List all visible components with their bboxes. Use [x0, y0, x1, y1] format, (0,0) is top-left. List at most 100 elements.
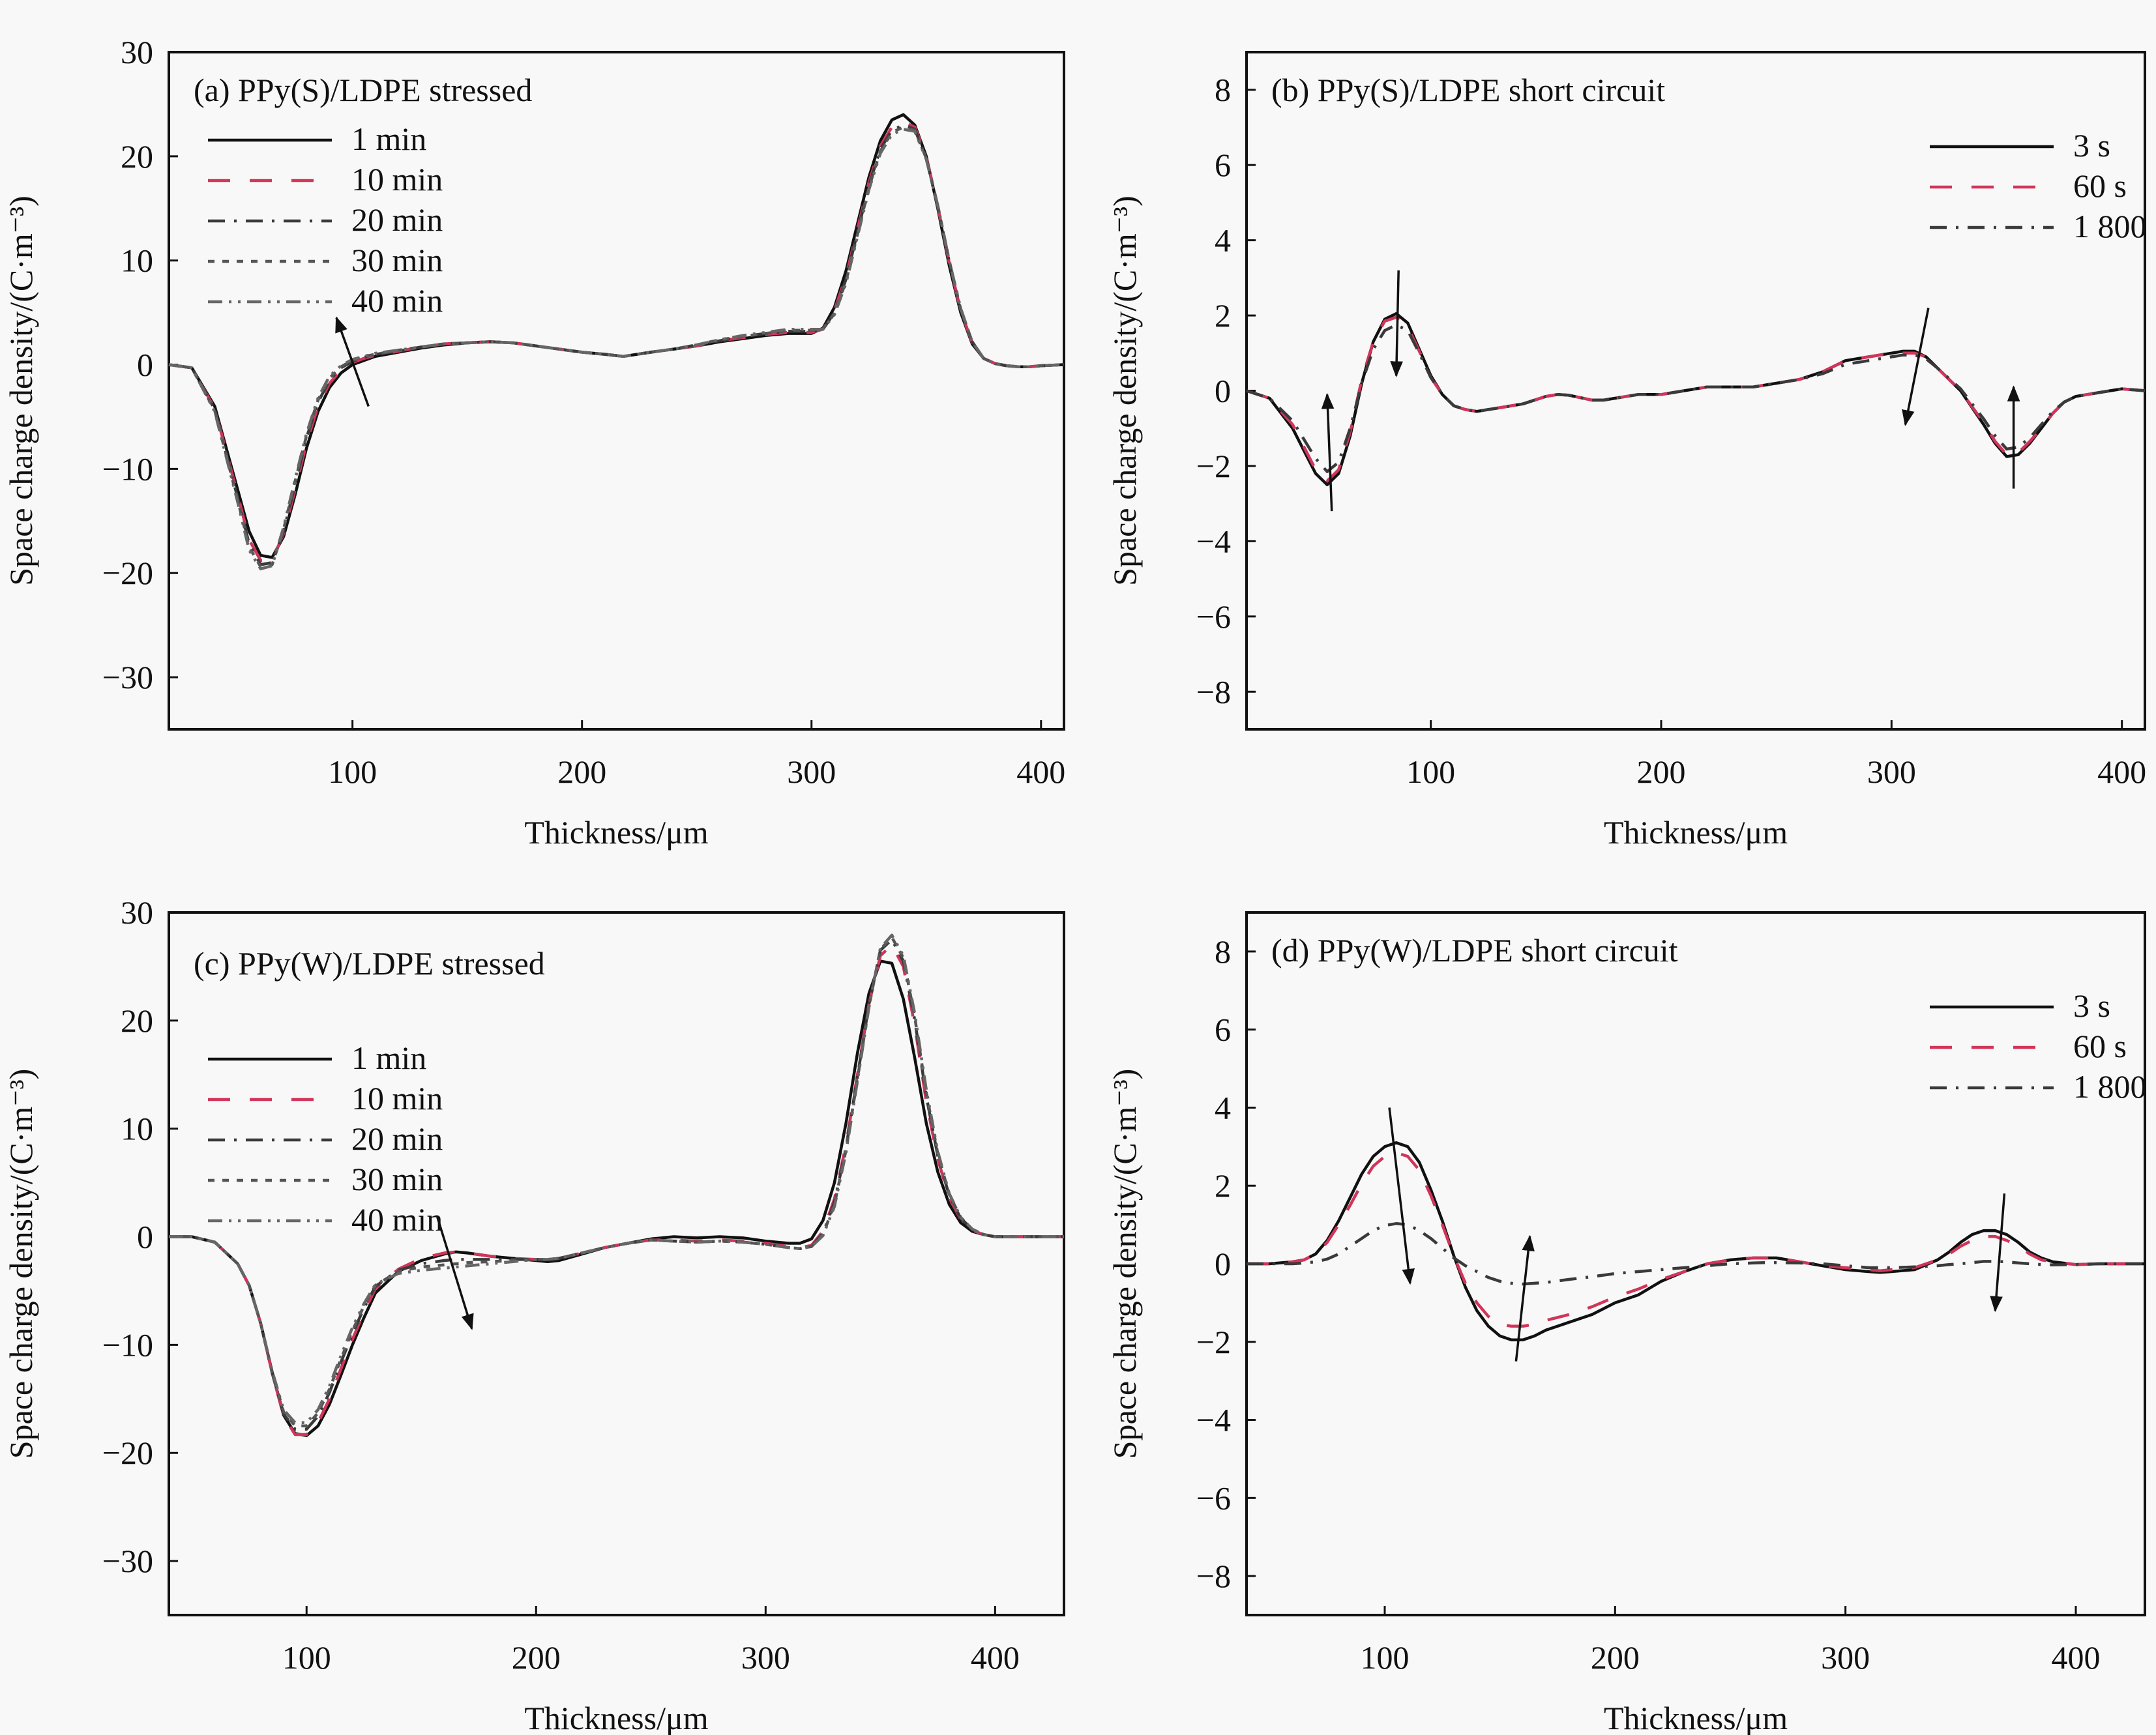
plot-frame — [168, 51, 1065, 731]
series-line-20-min — [168, 123, 1065, 566]
legend-label: 60 s — [2073, 1028, 2127, 1064]
x-tick-label: 400 — [2097, 753, 2146, 790]
series-line-40-min — [168, 128, 1065, 571]
legend-label: 20 min — [351, 1120, 443, 1157]
y-tick-label: 20 — [121, 1002, 153, 1039]
y-tick-label: 8 — [1215, 72, 1231, 108]
series-line-3-s — [1246, 312, 2146, 487]
trend-arrow-icon — [1902, 308, 1930, 426]
y-tick-label: 2 — [1215, 297, 1231, 334]
legend-label: 3 s — [2073, 987, 2110, 1024]
y-axis-title: Space charge density/(C·m⁻³) — [3, 196, 39, 586]
series-line-1-800-s — [1247, 1222, 2145, 1286]
series-line-60-s — [1247, 1151, 2145, 1328]
y-tick-label: −30 — [102, 1543, 153, 1579]
y-axis-title: Space charge density/(C·m⁻³) — [1106, 1069, 1143, 1459]
trend-arrow-icon — [1390, 270, 1403, 377]
legend-label: 40 min — [351, 1201, 443, 1238]
panel-title: (d) PPy(W)/LDPE short circuit — [1271, 932, 1678, 969]
y-tick-label: 4 — [1215, 222, 1231, 259]
y-tick-label: −10 — [102, 450, 153, 487]
x-axis-title: Thickness/μm — [524, 1700, 708, 1735]
x-tick-label: 100 — [328, 753, 377, 790]
legend: 1 min 10 min 20 min 30 min 40 min — [208, 1040, 443, 1238]
x-tick-label: 300 — [1821, 1639, 1870, 1676]
trend-arrow-icon — [1388, 1107, 1415, 1285]
x-tick-label: 300 — [787, 753, 836, 790]
panel-title: (b) PPy(S)/LDPE short circuit — [1271, 72, 1665, 108]
x-tick-label: 400 — [2052, 1639, 2101, 1676]
series-line-40-min — [169, 933, 1064, 1425]
trend-arrow-icon — [1321, 392, 1335, 512]
legend: 1 min 10 min 20 min 30 min 40 min — [208, 121, 443, 319]
y-tick-label: −20 — [102, 555, 153, 591]
y-tick-label: 0 — [137, 1219, 153, 1255]
trend-arrow-icon — [436, 1217, 474, 1330]
y-tick-label: 30 — [121, 34, 153, 70]
legend-label: 60 s — [2073, 168, 2127, 204]
x-tick-label: 400 — [1016, 753, 1065, 790]
x-tick-label: 200 — [557, 753, 606, 790]
y-tick-label: −10 — [102, 1326, 153, 1363]
y-tick-label: 6 — [1215, 147, 1231, 183]
x-tick-label: 200 — [1591, 1639, 1640, 1676]
y-tick-label: −4 — [1196, 523, 1231, 559]
legend-label: 1 min — [351, 121, 426, 157]
legend-label: 1 800 s — [2073, 1068, 2156, 1105]
legend-label: 30 min — [351, 1161, 443, 1197]
series-line-1-800-s — [1246, 323, 2146, 473]
y-tick-label: −2 — [1196, 448, 1231, 484]
x-tick-label: 100 — [1361, 1639, 1410, 1676]
series-line-30-min — [168, 125, 1065, 568]
y-tick-label: −20 — [102, 1435, 153, 1471]
y-tick-label: −8 — [1196, 1558, 1231, 1594]
legend-label: 10 min — [351, 1080, 443, 1116]
legend-label: 3 s — [2073, 127, 2110, 164]
y-tick-label: −2 — [1196, 1324, 1231, 1360]
x-tick-label: 100 — [1406, 753, 1455, 790]
panel-title: (a) PPy(S)/LDPE stressed — [194, 72, 532, 108]
legend: 3 s 60 s 1 800 s — [1930, 987, 2156, 1105]
x-tick-label: 100 — [282, 1639, 331, 1676]
y-tick-label: 8 — [1215, 933, 1231, 970]
legend: 3 s 60 s 1 800 s — [1930, 127, 2156, 244]
legend-label: 30 min — [351, 242, 443, 278]
y-tick-label: 4 — [1215, 1089, 1231, 1126]
y-axis-title: Space charge density/(C·m⁻³) — [1106, 196, 1143, 586]
y-axis-title: Space charge density/(C·m⁻³) — [3, 1069, 39, 1459]
legend-label: 20 min — [351, 201, 443, 238]
y-tick-label: 10 — [121, 1111, 153, 1147]
legend-label: 1 min — [351, 1040, 426, 1076]
y-tick-label: 10 — [121, 242, 153, 279]
y-tick-label: 20 — [121, 138, 153, 175]
y-tick-label: 30 — [121, 894, 153, 931]
trend-arrow-icon — [1514, 1234, 1535, 1362]
legend-label: 40 min — [351, 282, 443, 319]
y-tick-label: 6 — [1215, 1012, 1231, 1048]
y-tick-label: −6 — [1196, 1480, 1231, 1516]
x-tick-label: 300 — [741, 1639, 790, 1676]
x-tick-label: 200 — [1637, 753, 1686, 790]
panel-title: (c) PPy(W)/LDPE stressed — [194, 945, 545, 982]
y-tick-label: −6 — [1196, 598, 1231, 635]
y-tick-label: 0 — [1215, 373, 1231, 409]
y-tick-label: 0 — [137, 347, 153, 383]
legend-label: 1 800 s — [2073, 208, 2156, 244]
x-tick-label: 400 — [971, 1639, 1020, 1676]
x-tick-label: 200 — [512, 1639, 561, 1676]
legend-label: 10 min — [351, 161, 443, 197]
x-axis-title: Thickness/μm — [524, 814, 708, 851]
y-tick-label: 0 — [1215, 1246, 1231, 1282]
trend-arrow-icon — [1990, 1193, 2006, 1313]
x-axis-title: Thickness/μm — [1604, 1700, 1788, 1735]
y-tick-label: 2 — [1215, 1167, 1231, 1204]
panel-b: 8 6 4 2 0 −2 −4 −6 −8 100 200 300 400 Thickness/μm Spa… — [1106, 51, 2156, 851]
panel-d: 8 6 4 2 0 −2 −4 −6 −8 100 200 300 400 Thickness/μm Spa… — [1106, 911, 2156, 1735]
y-tick-label: −4 — [1196, 1402, 1231, 1438]
series-line-3-s — [1247, 1141, 2145, 1342]
y-tick-label: −8 — [1196, 673, 1231, 710]
